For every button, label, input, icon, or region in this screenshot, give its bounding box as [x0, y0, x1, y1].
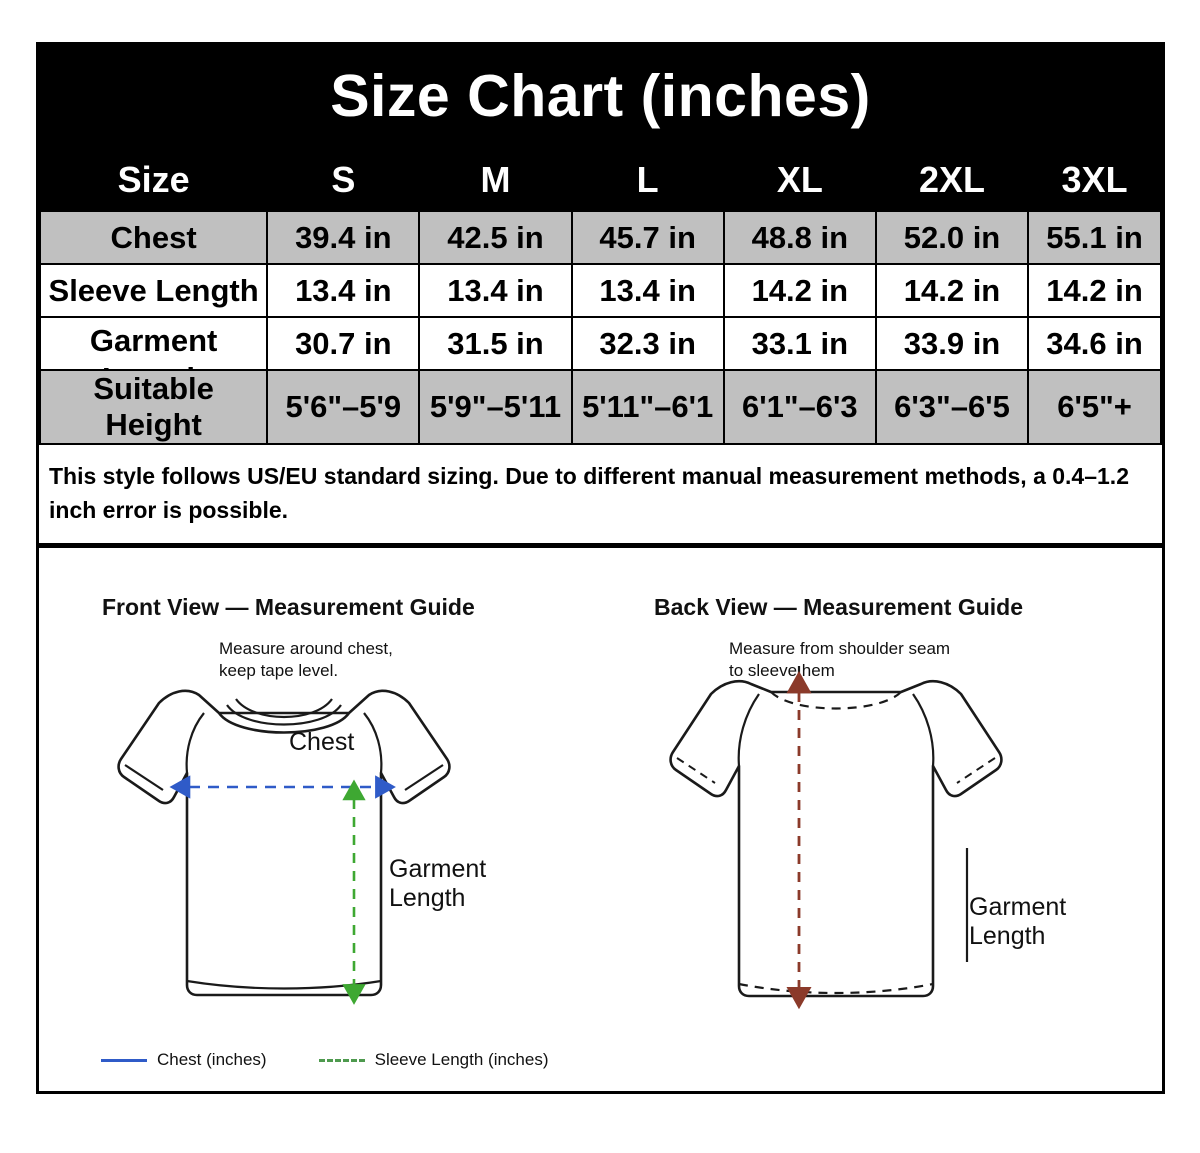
legend-item-chest: Chest (inches)	[101, 1050, 267, 1070]
cell-height-l: 5'11"–6'1	[570, 369, 725, 445]
legend-label-chest: Chest (inches)	[157, 1050, 267, 1069]
header-cell-2xl: 2XL	[874, 148, 1030, 212]
table-row: Garment Length 30.7 in 31.5 in 32.3 in 3…	[38, 316, 1162, 371]
front-chest-label: Chest	[289, 728, 355, 756]
row-label-suitable-height: Suitable Height	[38, 369, 269, 445]
cell-height-m: 5'9"–5'11	[418, 369, 573, 445]
front-shirt-illustration	[117, 689, 451, 1005]
cell-sleeve-2xl: 14.2 in	[874, 263, 1030, 318]
cell-garment-2xl: 33.9 in	[874, 316, 1030, 371]
cell-sleeve-l: 13.4 in	[570, 263, 725, 318]
size-chart-frame: Size Chart (inches) Size S M L XL 2XL 3X…	[36, 42, 1165, 1094]
header-cell-xl: XL	[722, 148, 877, 212]
cell-garment-s: 30.7 in	[266, 316, 421, 371]
cell-garment-l: 32.3 in	[570, 316, 725, 371]
table-row: Chest 39.4 in 42.5 in 45.7 in 48.8 in 52…	[38, 210, 1162, 265]
cell-sleeve-s: 13.4 in	[266, 263, 421, 318]
header-cell-size: Size	[38, 148, 269, 212]
cell-height-3xl: 6'5"+	[1027, 369, 1162, 445]
legend-line-dashed-icon	[318, 1058, 365, 1062]
legend-line-solid-icon	[101, 1058, 147, 1062]
diagram-panel: Front View — Measurement Guide Measure a…	[39, 548, 1162, 1098]
measurement-note: This style follows US/EU standard sizing…	[39, 445, 1162, 548]
legend-item-sleeve-length: Sleeve Length (inches)	[318, 1050, 549, 1070]
cell-chest-l: 45.7 in	[570, 210, 725, 265]
row-label-sleeve-length: Sleeve Length	[38, 263, 269, 318]
row-label-chest: Chest	[38, 210, 269, 265]
garment-label-line1: Garment	[89, 323, 218, 358]
cell-garment-xl: 33.1 in	[722, 316, 877, 371]
back-view-heading: Back View — Measurement Guide	[654, 594, 1023, 620]
cell-sleeve-3xl: 14.2 in	[1027, 263, 1162, 318]
garment-label-line2: Length	[42, 360, 265, 368]
cell-chest-s: 39.4 in	[266, 210, 421, 265]
header-cell-l: L	[570, 148, 725, 212]
cell-height-2xl: 6'3"–6'5	[874, 369, 1030, 445]
header-cell-s: S	[266, 148, 421, 212]
cell-sleeve-xl: 14.2 in	[722, 263, 877, 318]
cell-chest-2xl: 52.0 in	[874, 210, 1030, 265]
cell-sleeve-m: 13.4 in	[418, 263, 573, 318]
table-header-row: Size S M L XL 2XL 3XL	[38, 148, 1162, 212]
legend: Chest (inches) Sleeve Length (inches)	[101, 1050, 549, 1070]
cell-height-xl: 6'1"–6'3	[722, 369, 877, 445]
front-garment-length-label: Garment Length	[389, 855, 487, 912]
header-cell-3xl: 3XL	[1027, 148, 1162, 212]
cell-garment-m: 31.5 in	[418, 316, 573, 371]
back-garment-length-label: Garment Length	[969, 893, 1067, 950]
row-label-garment-length: Garment Length	[38, 316, 269, 371]
cell-chest-m: 42.5 in	[418, 210, 573, 265]
size-table: Size S M L XL 2XL 3XL Chest 39.4 in 42.5…	[38, 148, 1162, 445]
page-title: Size Chart (inches)	[39, 45, 1162, 148]
back-shirt-illustration	[669, 666, 1003, 1010]
back-view-instruction: Measure from shoulder seam to sleeve hem	[729, 639, 951, 680]
cell-chest-xl: 48.8 in	[722, 210, 877, 265]
header-cell-m: M	[418, 148, 573, 212]
cell-chest-3xl: 55.1 in	[1027, 210, 1162, 265]
front-view-heading: Front View — Measurement Guide	[102, 594, 475, 620]
front-view-instruction: Measure around chest, keep tape level.	[219, 639, 393, 680]
table-row: Sleeve Length 13.4 in 13.4 in 13.4 in 14…	[38, 263, 1162, 318]
cell-height-s: 5'6"–5'9	[266, 369, 421, 445]
table-row: Suitable Height 5'6"–5'9 5'9"–5'11 5'11"…	[38, 369, 1162, 445]
cell-garment-3xl: 34.6 in	[1027, 316, 1162, 371]
back-label-leader-line	[965, 848, 969, 962]
legend-label-sleeve-length: Sleeve Length (inches)	[374, 1050, 549, 1069]
